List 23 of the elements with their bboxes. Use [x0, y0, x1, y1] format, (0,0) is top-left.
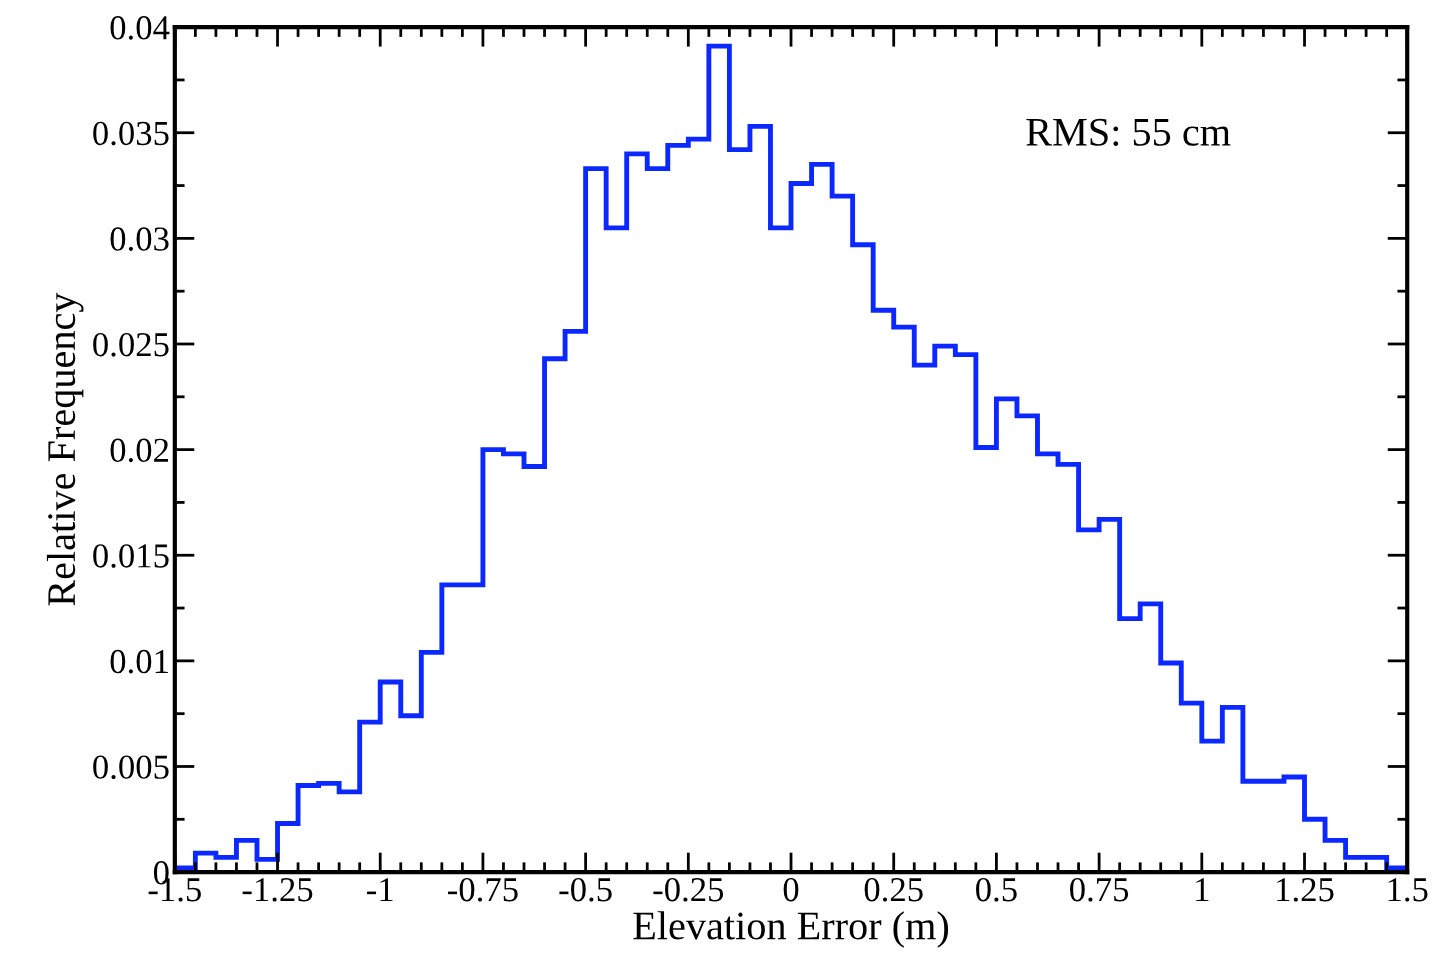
y-tick-label: 0.03 — [110, 227, 169, 251]
annotation: RMS: 55 cm — [1026, 118, 1231, 146]
y-tick-label: 0.04 — [110, 16, 170, 40]
y-tick-label: 0.01 — [110, 649, 168, 674]
y-tick-label: 0.005 — [93, 755, 169, 780]
y-tick-label: 0.015 — [93, 544, 169, 568]
x-tick-label: 0.5 — [976, 877, 1017, 902]
x-tick-label: -1.25 — [242, 878, 313, 902]
y-tick-label: 0.02 — [110, 438, 169, 463]
x-tick-label: 0.25 — [864, 877, 923, 902]
y-tick-label: 0.035 — [93, 121, 169, 146]
x-tick-label: 1.25 — [1277, 878, 1334, 902]
x-tick-label: -0.25 — [653, 877, 724, 902]
x-tick-label: -1 — [367, 878, 393, 902]
x-tick-label: -0.5 — [559, 877, 612, 902]
x-tick-label: 1 — [1196, 878, 1209, 902]
x-axis-title: Elevation Error (m) — [633, 911, 949, 948]
x-tick-label: -0.75 — [448, 877, 518, 902]
y-tick-label: 0.025 — [93, 332, 169, 357]
x-tick-label: 1.5 — [1388, 878, 1428, 902]
y-axis-title: Relative Frequency — [46, 292, 84, 606]
x-tick-label: 0 — [783, 877, 799, 902]
x-tick-label: 0.75 — [1070, 877, 1129, 902]
